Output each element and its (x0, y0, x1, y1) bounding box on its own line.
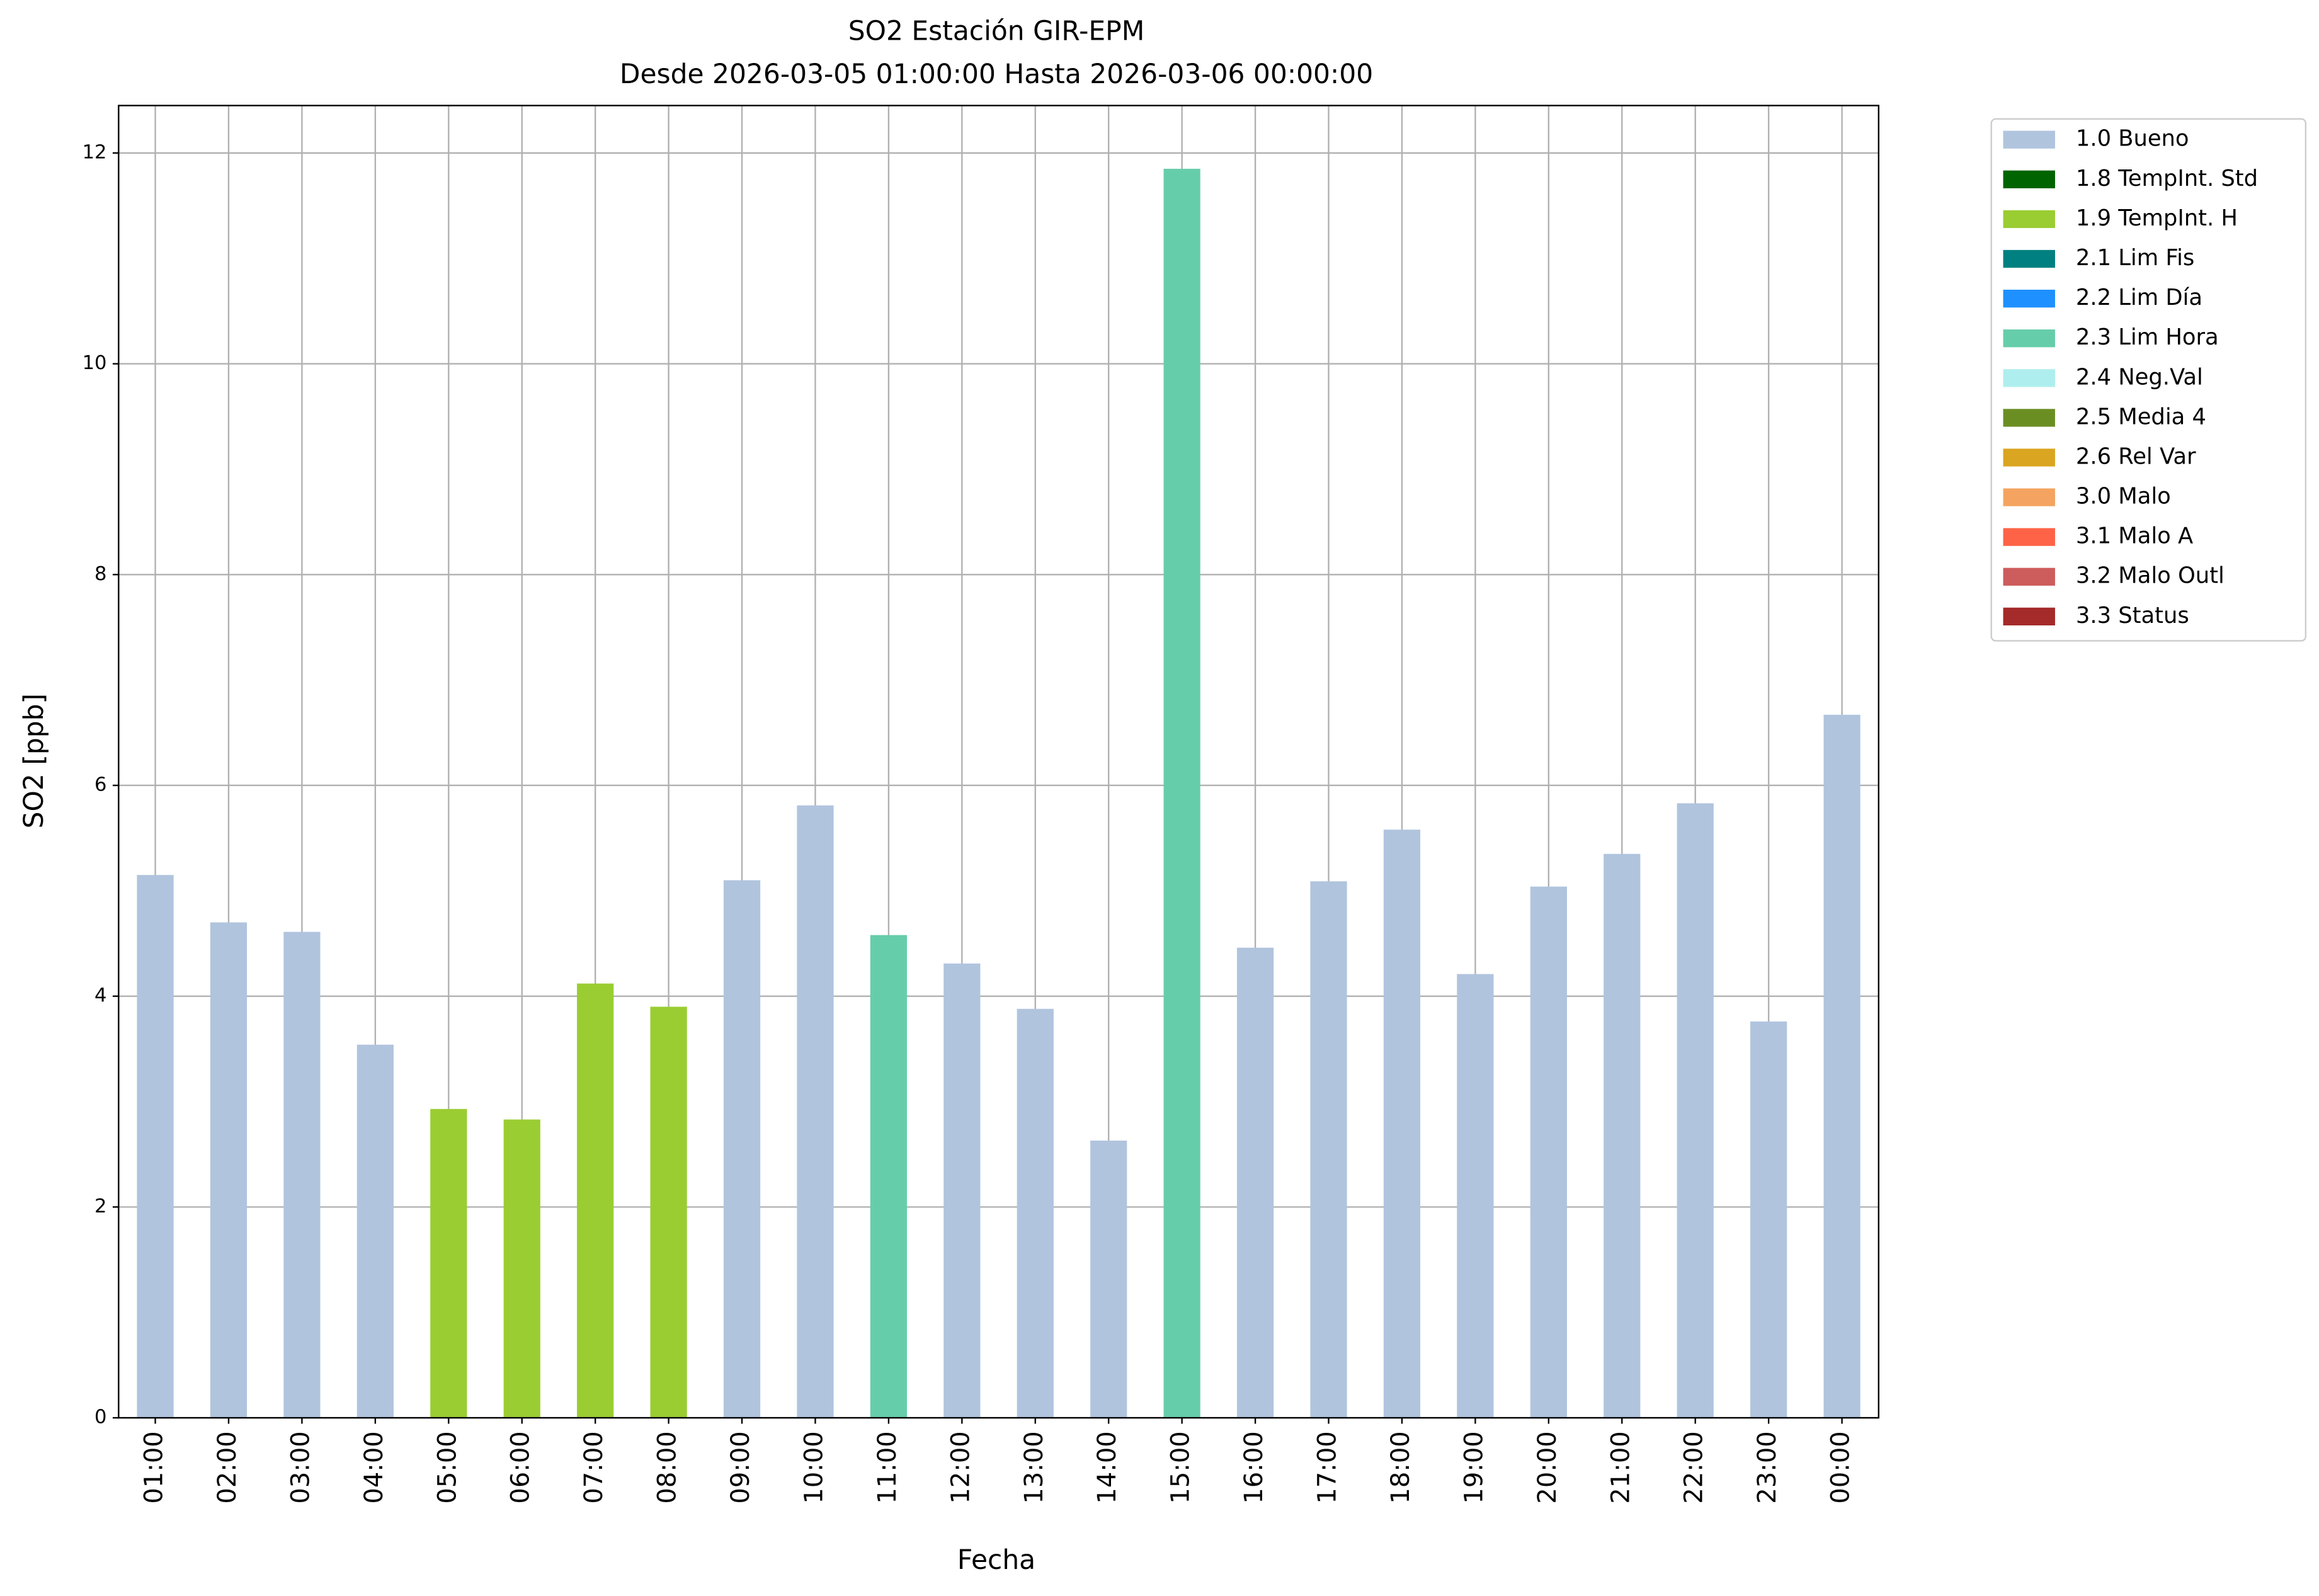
x-tick-label: 23:00 (1753, 1431, 1782, 1503)
legend-swatch (2003, 249, 2055, 268)
legend-label: 1.9 TempInt. H (2076, 205, 2238, 231)
legend-swatch (2003, 409, 2055, 427)
bar (870, 935, 908, 1418)
y-axis-label: SO2 [ppb] (18, 693, 49, 828)
legend-swatch (2003, 369, 2055, 387)
bar (1310, 881, 1347, 1418)
legend-swatch (2003, 528, 2055, 546)
bar (797, 805, 834, 1418)
legend-swatch (2003, 289, 2055, 308)
legend-label: 3.2 Malo Outl (2076, 563, 2225, 589)
legend-label: 3.0 Malo (2076, 484, 2171, 510)
y-tick-label: 0 (94, 1406, 106, 1428)
y-tick-label: 4 (94, 984, 106, 1006)
x-tick-label: 21:00 (1606, 1431, 1635, 1503)
legend-label: 3.1 Malo A (2076, 523, 2193, 549)
x-tick-label: 07:00 (579, 1431, 608, 1503)
bar (1823, 714, 1860, 1418)
bar (650, 1006, 687, 1418)
legend-swatch (2003, 448, 2055, 467)
legend-swatch (2003, 607, 2055, 625)
bar (210, 922, 248, 1418)
legend-swatch (2003, 130, 2055, 149)
x-tick-label: 11:00 (873, 1431, 902, 1503)
y-tick-label: 2 (94, 1195, 106, 1217)
x-tick-label: 05:00 (433, 1431, 462, 1503)
bar (1163, 168, 1200, 1418)
legend-label: 2.5 Media 4 (2076, 404, 2206, 430)
legend-box (1990, 118, 2306, 642)
x-tick-label: 12:00 (946, 1431, 975, 1503)
x-tick-label: 10:00 (799, 1431, 828, 1503)
bar (1530, 886, 1567, 1418)
x-tick-label: 03:00 (286, 1431, 315, 1503)
bar (356, 1044, 394, 1418)
axes: 0 2 4 6 8 10 12 01:00 02:00 03:00 04:00 05:00 06:00 0… (83, 141, 1855, 1503)
x-tick-label: 17:00 (1313, 1431, 1342, 1503)
x-axis-label: Fecha (957, 1544, 1035, 1575)
bar (283, 932, 321, 1418)
plot-frame (118, 105, 1879, 1419)
bar (1457, 974, 1494, 1418)
bars (137, 168, 1860, 1418)
chart-title: SO2 Estación GIR-EPM (848, 16, 1145, 47)
x-tick-label: 19:00 (1459, 1431, 1488, 1503)
legend-label: 2.1 Lim Fis (2076, 245, 2194, 271)
legend-label: 2.3 Lim Hora (2076, 324, 2219, 350)
y-tick-label: 12 (83, 141, 107, 163)
bar (503, 1119, 540, 1418)
legend-label: 2.4 Neg.Val (2076, 364, 2203, 390)
x-tick-label: 18:00 (1386, 1431, 1415, 1503)
y-tick-label: 8 (94, 563, 106, 585)
x-tick-label: 01:00 (140, 1431, 169, 1503)
x-tick-label: 14:00 (1093, 1431, 1122, 1503)
bar (1383, 829, 1421, 1418)
x-tick-label: 09:00 (726, 1431, 755, 1503)
x-tick-label: 20:00 (1533, 1431, 1562, 1503)
bar (943, 963, 981, 1418)
legend-swatch (2003, 329, 2055, 348)
x-tick-label: 16:00 (1239, 1431, 1268, 1503)
x-tick-label: 13:00 (1020, 1431, 1049, 1503)
x-tick-label: 04:00 (360, 1431, 389, 1503)
x-tick-label: 22:00 (1680, 1431, 1709, 1503)
legend-label: 1.8 TempInt. Std (2076, 166, 2258, 191)
x-tick-label: 15:00 (1166, 1431, 1195, 1503)
bar (1677, 803, 1714, 1418)
x-tick-label: 08:00 (653, 1431, 682, 1503)
bar (577, 983, 614, 1418)
x-tick-label: 00:00 (1826, 1431, 1855, 1503)
legend-swatch (2003, 567, 2055, 586)
legend: 1.0 Bueno 1.8 TempInt. Std 1.9 TempInt. H 2… (2003, 126, 2258, 629)
bar (1236, 947, 1274, 1418)
legend-swatch (2003, 170, 2055, 188)
bar (1750, 1021, 1787, 1418)
legend-label: 2.6 Rel Var (2076, 443, 2196, 469)
legend-swatch (2003, 488, 2055, 506)
x-tick-label: 06:00 (506, 1431, 535, 1503)
y-tick-label: 6 (94, 773, 106, 795)
bar (1090, 1140, 1127, 1418)
bar (1604, 853, 1641, 1418)
bar (1017, 1008, 1054, 1418)
legend-label: 3.3 Status (2076, 603, 2189, 629)
x-tick-label: 02:00 (213, 1431, 242, 1503)
y-tick-label: 10 (83, 352, 107, 374)
legend-label: 1.0 Bueno (2076, 126, 2189, 152)
legend-label: 2.2 Lim Día (2076, 285, 2202, 311)
bar (723, 880, 761, 1418)
bar (137, 875, 174, 1418)
legend-swatch (2003, 210, 2055, 229)
chart-subtitle: Desde 2026-03-05 01:00:00 Hasta 2026-03-… (620, 59, 1373, 89)
bar (430, 1109, 467, 1418)
